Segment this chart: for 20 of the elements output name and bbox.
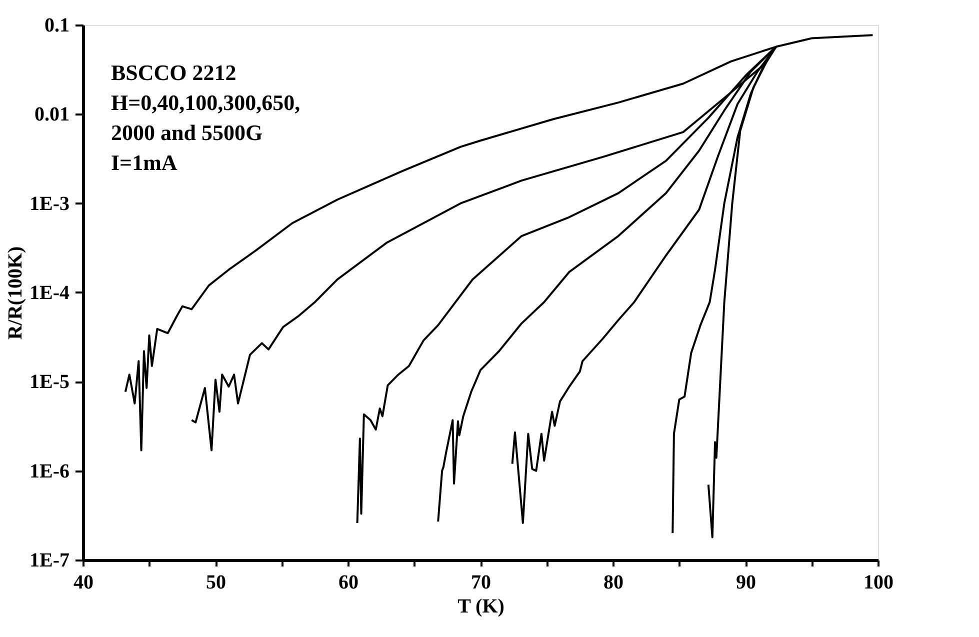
x-tick-label: 80 bbox=[604, 572, 624, 594]
y-tick-label: 1E-4 bbox=[30, 282, 70, 304]
y-tick-label: 0.1 bbox=[44, 14, 70, 36]
y-tick-label: 1E-3 bbox=[30, 192, 70, 215]
y-axis-title: R/R(100K) bbox=[4, 246, 26, 340]
x-tick-label: 70 bbox=[471, 572, 491, 594]
y-tick-label: 1E-5 bbox=[30, 371, 70, 394]
x-tick-label: 50 bbox=[206, 572, 226, 594]
x-axis-title: T (K) bbox=[458, 596, 504, 618]
annotation: I=1mA bbox=[111, 150, 178, 175]
annotation: H=0,40,100,300,650, bbox=[111, 90, 300, 115]
x-tick-label: 90 bbox=[736, 572, 756, 594]
annotation: 2000 and 5500G bbox=[111, 120, 263, 145]
annotation: BSCCO 2212 bbox=[111, 60, 236, 85]
y-tick-label: 1E-7 bbox=[30, 550, 70, 572]
x-tick-label: 40 bbox=[74, 572, 94, 594]
y-tick-label: 0.01 bbox=[34, 104, 70, 126]
x-tick-label: 60 bbox=[338, 572, 358, 594]
x-tick-label: 100 bbox=[864, 572, 894, 594]
y-tick-label: 1E-6 bbox=[30, 460, 70, 482]
